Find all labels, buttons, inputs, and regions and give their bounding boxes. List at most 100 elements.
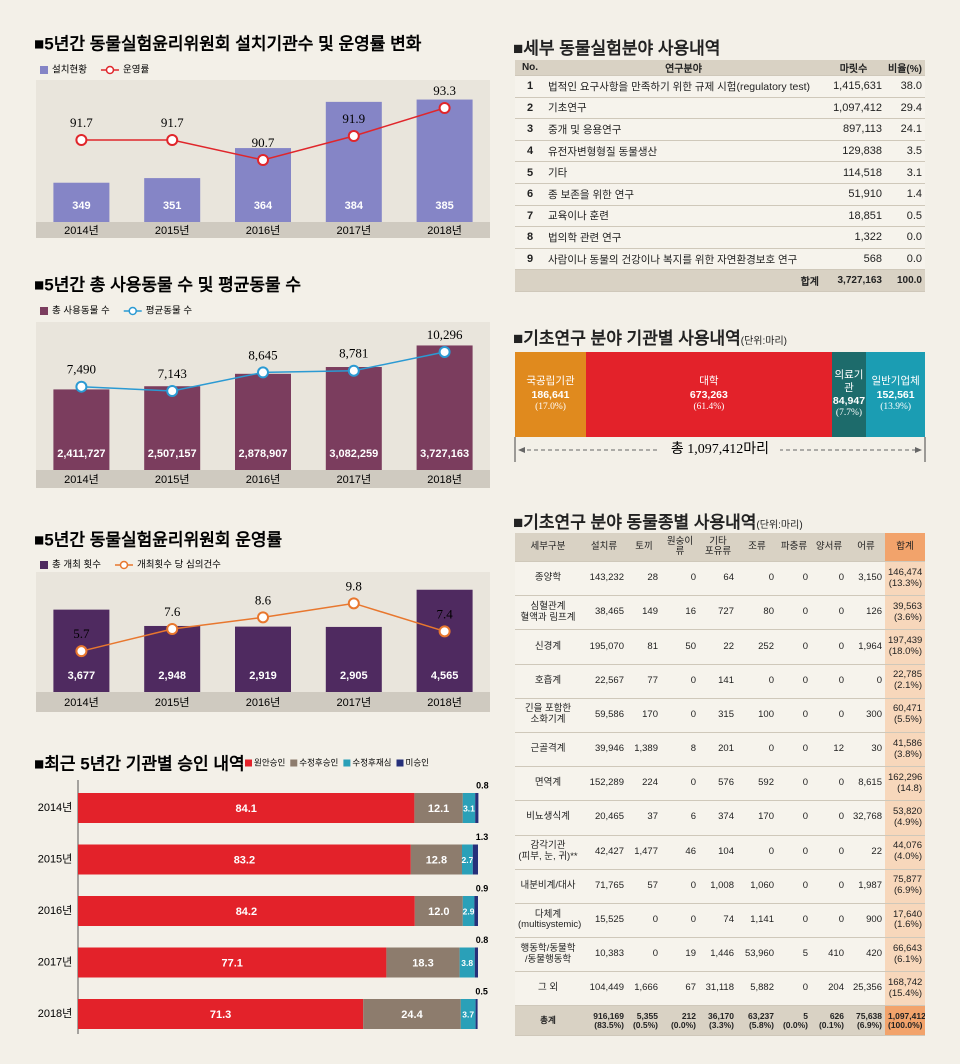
bar-value-label: 351 bbox=[163, 200, 181, 212]
legend-swatch bbox=[245, 759, 252, 767]
arrow-head-right bbox=[915, 447, 922, 453]
legend-swatch bbox=[40, 66, 48, 74]
y-tick-label: 2018년 bbox=[38, 1007, 73, 1020]
segment-value-label: 84.1 bbox=[235, 803, 256, 815]
legend-label: 총 사용동물 수 bbox=[52, 306, 110, 317]
point-value-label: 7.4 bbox=[436, 606, 453, 621]
segment-value-label: 83.2 bbox=[234, 854, 255, 866]
bar-value-label: 3,082,259 bbox=[329, 448, 378, 460]
bar bbox=[416, 99, 473, 222]
bar-segment bbox=[474, 947, 478, 978]
point-value-label: 91.7 bbox=[161, 115, 184, 130]
legend-swatch bbox=[40, 307, 48, 315]
bar bbox=[144, 178, 201, 222]
x-tick-label: 2015년 bbox=[155, 224, 190, 237]
bar-value-label: 3,677 bbox=[68, 670, 96, 682]
line-point bbox=[347, 130, 360, 142]
line-point bbox=[75, 134, 88, 146]
x-tick-label: 2014년 bbox=[64, 473, 99, 486]
x-tick-label: 2018년 bbox=[427, 473, 462, 486]
bar bbox=[325, 367, 382, 470]
line-point bbox=[166, 384, 179, 397]
legend-label: 평균동물 수 bbox=[146, 306, 193, 317]
segment-value-label: 0.9 bbox=[476, 883, 489, 893]
segment-value-label: 2.7 bbox=[461, 855, 473, 865]
segment-value-label: 0.5 bbox=[475, 986, 488, 996]
legend-marker bbox=[105, 65, 115, 75]
y-tick-label: 2017년 bbox=[38, 955, 73, 968]
segment-value-label: 24.4 bbox=[401, 1009, 423, 1021]
total-label: 총 1,097,412마리 bbox=[671, 441, 769, 457]
segment-value-label: 77.1 bbox=[221, 957, 242, 969]
bar bbox=[235, 373, 291, 470]
bar-segment bbox=[363, 999, 461, 1029]
bar-segment bbox=[386, 947, 460, 978]
bar bbox=[53, 389, 110, 470]
line-point bbox=[166, 134, 179, 146]
bar-segment bbox=[475, 793, 479, 823]
bar-segment bbox=[462, 896, 475, 926]
legend-label: 총 개최 횟수 bbox=[52, 559, 101, 571]
chart-title: ■최근 5년간 기관별 승인 내역 bbox=[34, 754, 245, 773]
bar-segment bbox=[462, 844, 473, 875]
bar bbox=[235, 626, 291, 692]
bar-value-label: 2,507,157 bbox=[148, 448, 197, 460]
segment-value-label: 12.0 bbox=[428, 906, 449, 918]
bar-segment bbox=[472, 844, 478, 875]
segment-value-label: 3.8 bbox=[461, 958, 473, 968]
x-tick-label: 2014년 bbox=[64, 224, 99, 237]
bar-value-label: 384 bbox=[345, 200, 364, 212]
point-value-label: 93.3 bbox=[433, 83, 456, 98]
point-value-label: 7.6 bbox=[164, 604, 181, 619]
bar-segment bbox=[459, 947, 475, 978]
line-point bbox=[75, 645, 88, 658]
legend-label: 수정후재심 bbox=[352, 757, 391, 767]
bar bbox=[325, 626, 382, 692]
bar bbox=[53, 182, 110, 222]
line-point bbox=[347, 597, 360, 610]
x-tick-label: 2014년 bbox=[64, 696, 99, 709]
bar-value-label: 2,919 bbox=[249, 670, 277, 682]
y-tick-label: 2015년 bbox=[38, 852, 73, 865]
line-point bbox=[166, 623, 179, 635]
segment-value-label: 2.9 bbox=[463, 906, 475, 916]
x-tick-label: 2018년 bbox=[427, 696, 462, 709]
bar bbox=[416, 589, 473, 692]
x-tick-label: 2018년 bbox=[427, 224, 462, 237]
line-point bbox=[257, 611, 269, 624]
bar-segment bbox=[414, 793, 463, 823]
line-point bbox=[438, 102, 451, 114]
category-strip bbox=[36, 692, 490, 712]
segment-value-label: 0.8 bbox=[476, 935, 489, 945]
line-point bbox=[347, 364, 360, 377]
line-point bbox=[257, 154, 269, 166]
bar bbox=[416, 345, 473, 470]
point-value-label: 90.7 bbox=[252, 135, 275, 150]
bar-value-label: 385 bbox=[435, 200, 453, 212]
category-strip bbox=[36, 470, 490, 488]
segment-value-label: 3.7 bbox=[462, 1009, 474, 1019]
legend-swatch bbox=[290, 759, 298, 767]
y-tick-label: 2014년 bbox=[38, 801, 73, 814]
bar-segment bbox=[78, 844, 411, 875]
x-tick-label: 2016년 bbox=[246, 696, 281, 709]
point-value-label: 9.8 bbox=[346, 578, 362, 593]
bar-value-label: 2,905 bbox=[340, 670, 368, 682]
legend-marker bbox=[119, 560, 129, 570]
bar-segment bbox=[460, 999, 476, 1029]
point-value-label: 91.9 bbox=[342, 111, 365, 126]
x-tick-label: 2016년 bbox=[246, 473, 281, 486]
line-point bbox=[438, 625, 451, 638]
legend-marker bbox=[128, 306, 137, 316]
x-tick-label: 2015년 bbox=[155, 473, 190, 486]
segment-value-label: 0.8 bbox=[476, 780, 489, 790]
x-tick-label: 2017년 bbox=[337, 473, 372, 486]
bar-value-label: 2,878,907 bbox=[239, 448, 288, 460]
legend-label: 수정후승인 bbox=[299, 757, 338, 767]
segment-value-label: 84.2 bbox=[236, 906, 257, 918]
bar-value-label: 4,565 bbox=[431, 670, 459, 682]
arrow-head-left bbox=[518, 447, 525, 453]
bar bbox=[144, 625, 201, 692]
legend-swatch bbox=[343, 759, 351, 767]
